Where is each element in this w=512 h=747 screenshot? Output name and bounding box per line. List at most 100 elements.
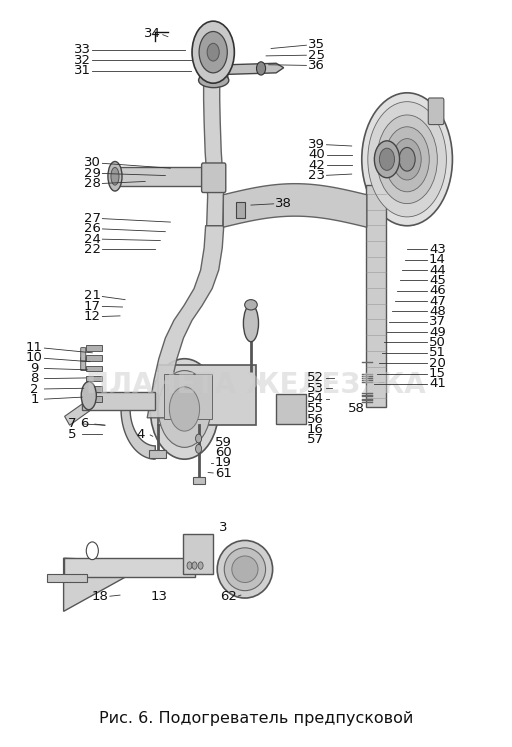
Circle shape [86,542,98,560]
Circle shape [362,93,453,226]
Text: 49: 49 [429,326,445,338]
Text: 14: 14 [429,253,446,266]
Circle shape [169,387,200,431]
Text: 28: 28 [84,177,101,190]
Text: 57: 57 [307,433,324,447]
Circle shape [187,562,192,569]
Text: ПЛАНЕТА ЖЕЛЕЗЯКА: ПЛАНЕТА ЖЕЛЕЗЯКА [86,371,426,399]
Text: 56: 56 [307,413,324,426]
Circle shape [192,562,197,569]
FancyBboxPatch shape [86,385,102,391]
Text: 19: 19 [215,456,232,469]
FancyBboxPatch shape [193,477,205,484]
FancyBboxPatch shape [81,357,86,371]
Text: 7: 7 [68,418,76,430]
Text: 4: 4 [136,427,144,441]
Circle shape [393,139,421,180]
Text: 31: 31 [74,64,91,77]
FancyBboxPatch shape [82,392,155,410]
Ellipse shape [245,300,257,310]
Text: 5: 5 [68,427,76,441]
Text: 20: 20 [429,356,446,370]
Text: 50: 50 [429,336,446,349]
Ellipse shape [217,540,272,598]
Text: 2: 2 [30,382,38,395]
Text: 15: 15 [429,367,446,380]
FancyBboxPatch shape [149,450,166,459]
Circle shape [374,141,399,178]
Text: 62: 62 [220,590,237,603]
Circle shape [158,371,210,447]
Text: 37: 37 [429,315,446,328]
Text: 38: 38 [275,197,292,210]
Text: 44: 44 [429,264,445,276]
Text: 17: 17 [84,300,101,313]
Text: 35: 35 [308,38,325,52]
Text: 21: 21 [84,289,101,303]
Text: 59: 59 [215,436,232,449]
Text: 23: 23 [308,169,325,182]
Text: 13: 13 [151,590,168,603]
Ellipse shape [81,382,96,409]
Circle shape [150,359,219,459]
Circle shape [198,562,203,569]
Text: 43: 43 [429,243,446,256]
Text: 40: 40 [308,149,325,161]
FancyBboxPatch shape [86,396,102,402]
FancyBboxPatch shape [47,574,87,582]
Text: 22: 22 [84,243,101,256]
Text: 6: 6 [80,418,89,430]
FancyBboxPatch shape [164,374,212,419]
Text: 55: 55 [307,403,324,415]
Text: 26: 26 [84,222,101,235]
Text: 18: 18 [92,590,109,603]
Text: 48: 48 [429,305,445,318]
Text: 45: 45 [429,274,446,287]
Text: 60: 60 [215,446,231,459]
Text: 29: 29 [84,167,101,180]
Circle shape [196,444,202,453]
Text: 27: 27 [84,212,101,225]
Polygon shape [147,226,224,418]
Ellipse shape [111,167,119,185]
Text: 36: 36 [308,59,325,72]
FancyBboxPatch shape [183,534,213,574]
FancyBboxPatch shape [428,98,444,125]
Text: 11: 11 [26,341,43,354]
FancyBboxPatch shape [202,163,226,193]
Text: 42: 42 [308,158,325,172]
Circle shape [399,147,415,171]
FancyBboxPatch shape [158,365,256,425]
Ellipse shape [108,161,122,191]
Circle shape [257,62,266,75]
Text: 32: 32 [74,54,91,66]
Ellipse shape [232,556,258,583]
Polygon shape [204,80,224,226]
Text: 58: 58 [348,403,365,415]
Text: 16: 16 [307,423,324,436]
Text: 33: 33 [74,43,91,57]
Ellipse shape [224,548,266,591]
FancyBboxPatch shape [200,56,228,79]
Text: 1: 1 [30,393,38,406]
Circle shape [377,115,437,204]
Circle shape [196,434,202,443]
Ellipse shape [243,305,259,341]
Circle shape [192,21,234,83]
Circle shape [385,127,429,192]
FancyBboxPatch shape [86,345,102,351]
Text: 24: 24 [84,232,101,246]
Circle shape [379,148,395,170]
FancyBboxPatch shape [63,558,195,577]
Text: 47: 47 [429,294,446,308]
Text: 51: 51 [429,347,446,359]
Polygon shape [228,63,284,75]
FancyBboxPatch shape [86,356,102,362]
FancyBboxPatch shape [86,365,102,371]
FancyBboxPatch shape [113,167,207,186]
Text: 53: 53 [307,382,324,394]
FancyBboxPatch shape [86,376,102,382]
Text: 9: 9 [30,362,38,375]
Text: 12: 12 [84,310,101,323]
FancyBboxPatch shape [236,202,245,218]
